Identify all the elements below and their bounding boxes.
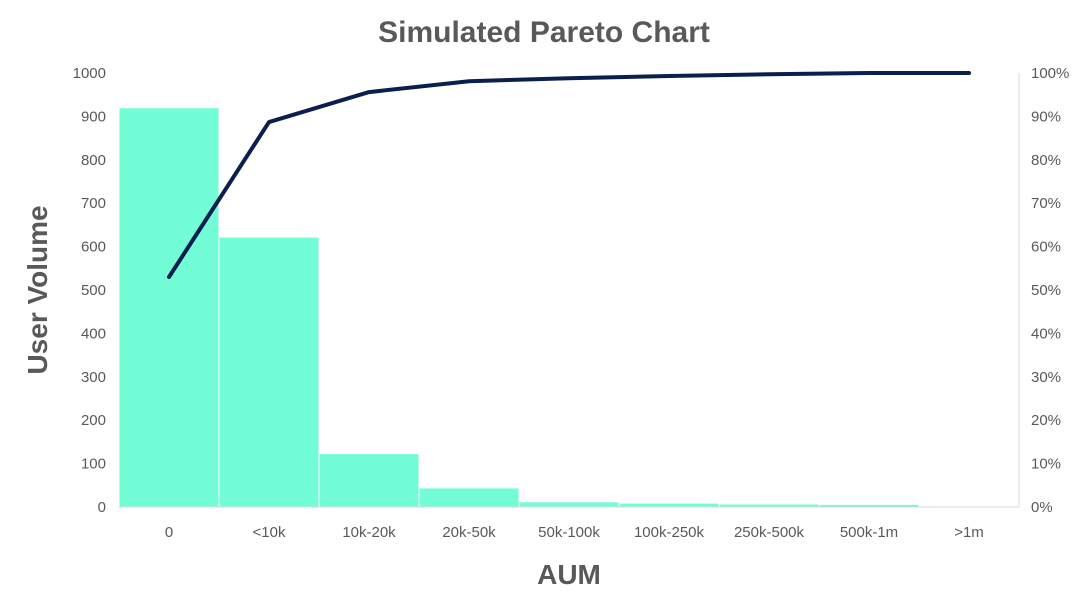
x-tick-label: 250k-500k <box>734 524 805 541</box>
y2-tick-label: 70% <box>1031 195 1061 212</box>
y-tick-label: 500 <box>81 282 106 299</box>
y2-tick-label: 80% <box>1031 152 1061 169</box>
y2-tick-label: 60% <box>1031 239 1061 256</box>
y-tick-label: 100 <box>81 456 106 473</box>
y-tick-label: 300 <box>81 369 106 386</box>
y-tick-label: 900 <box>81 108 106 125</box>
chart-title: Simulated Pareto Chart <box>378 16 710 49</box>
y-tick-label: 400 <box>81 325 106 342</box>
x-tick-label: 10k-20k <box>342 524 396 541</box>
bar-0 <box>118 107 220 508</box>
y-axis-label: User Volume <box>22 205 53 374</box>
y2-tick-label: 30% <box>1031 369 1061 386</box>
bar-3 <box>418 487 520 508</box>
y2-tick-label: 50% <box>1031 282 1061 299</box>
bar-series <box>118 107 1020 508</box>
x-tick-label: >1m <box>954 524 984 541</box>
x-tick-label: 0 <box>165 524 173 541</box>
cumulative-line-series <box>167 71 971 279</box>
bar-5 <box>618 502 720 508</box>
y2-tick-label: 20% <box>1031 412 1061 429</box>
axes <box>119 73 1020 508</box>
y-tick-label: 800 <box>81 152 106 169</box>
x-tick-label: 50k-100k <box>538 524 600 541</box>
x-tick-label: 100k-250k <box>634 524 705 541</box>
y-tick-label: 700 <box>81 195 106 212</box>
bar-4 <box>518 501 620 508</box>
y2-tick-label: 10% <box>1031 456 1061 473</box>
y-tick-label: 0 <box>98 499 106 516</box>
x-tick-label: <10k <box>253 524 286 541</box>
x-tick-label: 500k-1m <box>840 524 898 541</box>
y-tick-label: 600 <box>81 239 106 256</box>
y2-tick-label: 90% <box>1031 108 1061 125</box>
y-tick-label: 1000 <box>73 65 106 82</box>
left-y-ticks: 0 100 200 300 400 500 600 700 800 900 1000 <box>73 65 106 516</box>
y2-tick-label: 0% <box>1031 499 1053 516</box>
bar-1 <box>218 236 320 508</box>
x-axis-label: AUM <box>537 559 601 590</box>
x-ticks: 0 <10k 10k-20k 20k-50k 50k-100k 100k-250k 250k… <box>165 524 984 541</box>
y-tick-label: 200 <box>81 412 106 429</box>
bar-2 <box>318 453 420 508</box>
y2-tick-label: 40% <box>1031 325 1061 342</box>
x-tick-label: 20k-50k <box>442 524 496 541</box>
y2-tick-label: 100% <box>1031 65 1069 82</box>
right-y-ticks: 0% 10% 20% 30% 40% 50% 60% 70% 80% 90% 100% <box>1031 65 1069 516</box>
